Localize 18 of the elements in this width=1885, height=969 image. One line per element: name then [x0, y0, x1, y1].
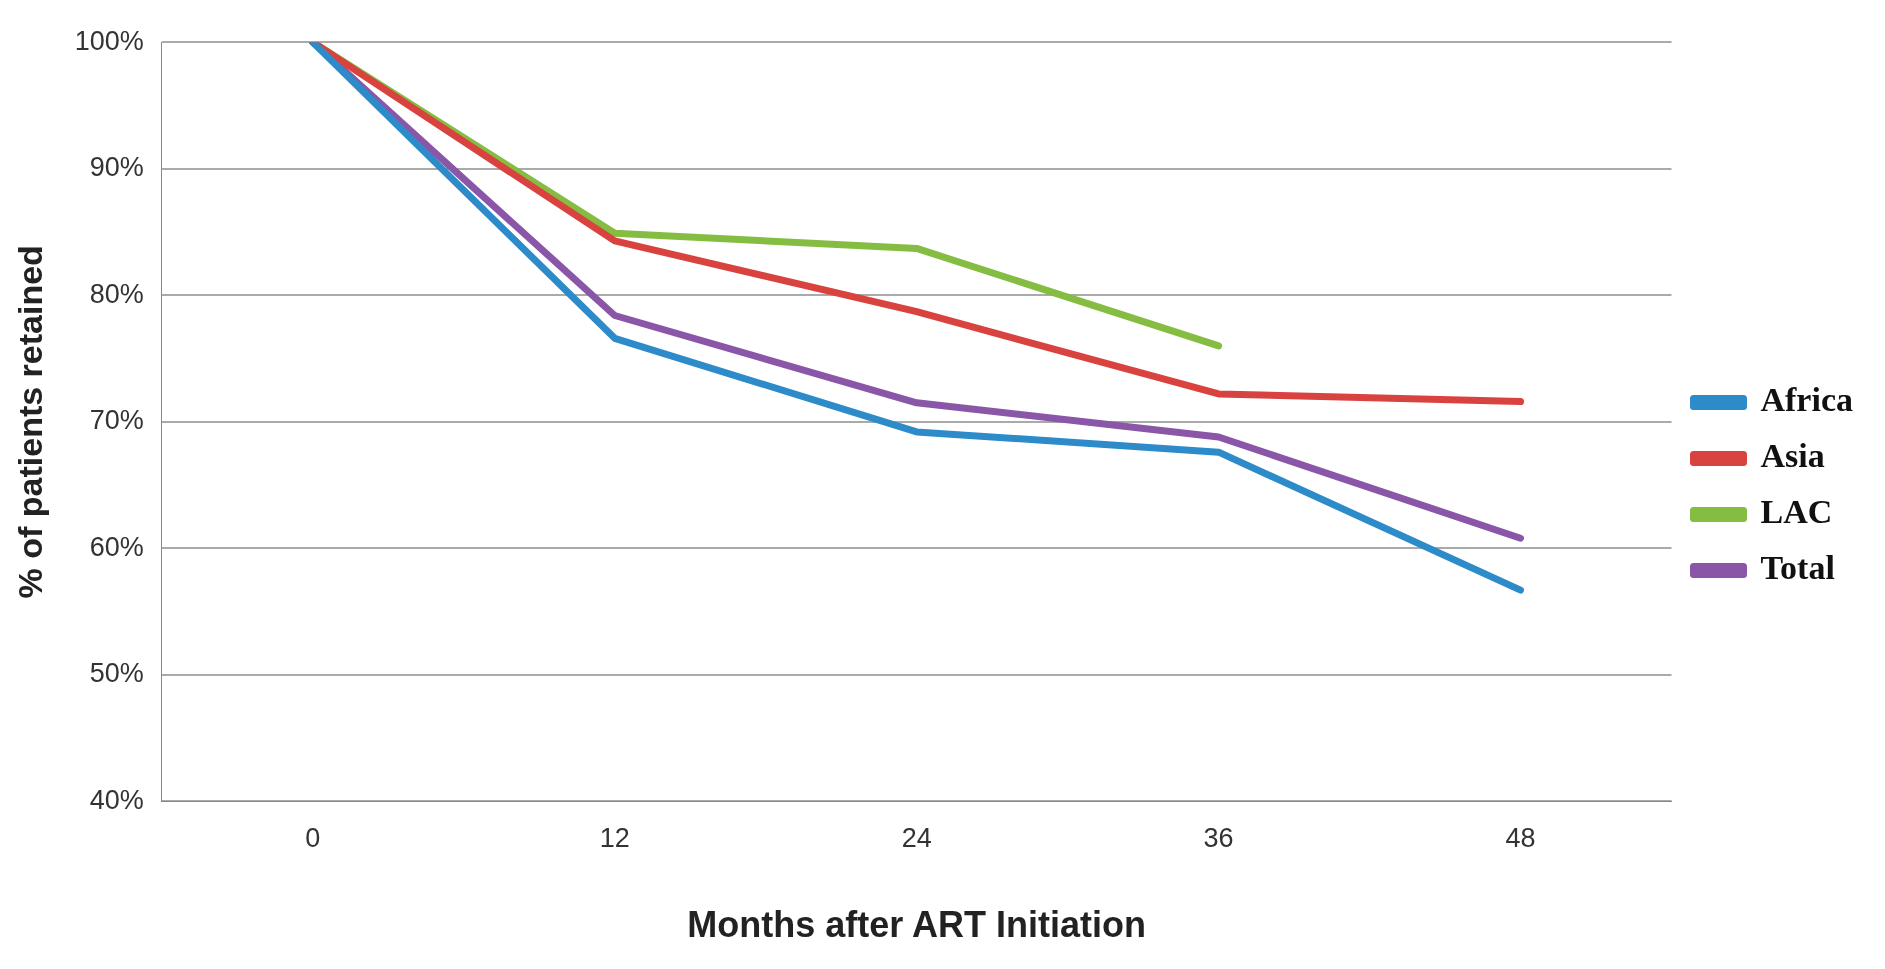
y-tick-label: 100% — [74, 25, 144, 56]
x-tick-label: 36 — [1203, 823, 1234, 854]
x-axis-title: Months after ART Initiation — [687, 904, 1146, 946]
x-tick-label: 12 — [599, 823, 630, 854]
legend-label: Africa — [1760, 381, 1854, 419]
y-axis-title: % of patients retained — [10, 245, 49, 599]
x-tick-label: 48 — [1505, 823, 1536, 854]
legend-label: Total — [1760, 549, 1835, 587]
y-tick-label: 50% — [89, 658, 144, 689]
y-tick-label: 60% — [89, 531, 144, 562]
legend-label: Asia — [1760, 437, 1825, 475]
x-tick-label: 0 — [305, 823, 321, 854]
y-tick-label: 70% — [89, 405, 144, 436]
y-tick-label: 40% — [89, 784, 144, 815]
y-tick-label: 80% — [89, 278, 144, 309]
legend-label: LAC — [1760, 493, 1833, 531]
y-tick-label: 90% — [89, 152, 144, 183]
x-tick-label: 24 — [901, 823, 932, 854]
